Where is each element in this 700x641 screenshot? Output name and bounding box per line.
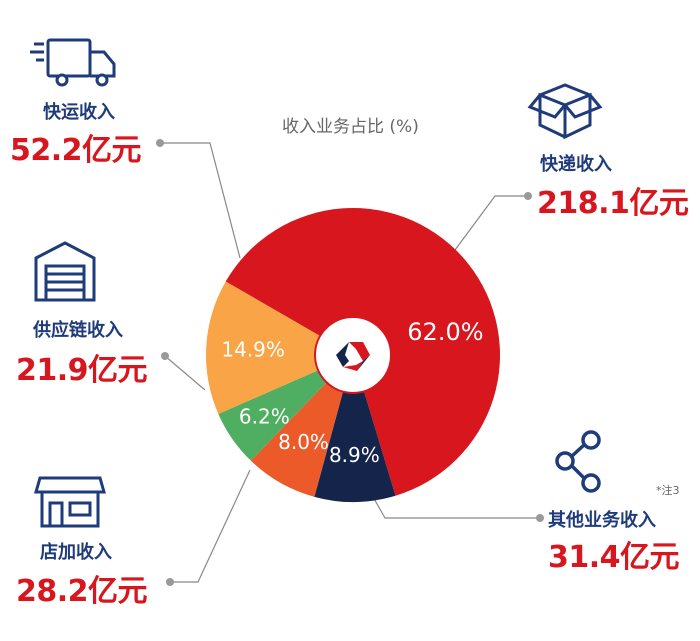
slice-label: 8.9% xyxy=(329,443,380,467)
logo-icon xyxy=(336,342,370,371)
amount-supply: 21.9亿元 xyxy=(16,353,148,388)
leader-line-kuaidi xyxy=(454,195,528,251)
leader-line-other xyxy=(371,494,540,519)
amount-dianjia: 28.2亿元 xyxy=(16,574,148,609)
box-icon xyxy=(527,83,603,140)
leader-dot xyxy=(156,139,164,147)
share-icon xyxy=(555,430,601,493)
leader-line-dianjia xyxy=(170,469,251,583)
pie-slice xyxy=(206,281,353,414)
leader-line-kuaiyun xyxy=(160,142,241,259)
pie-slice xyxy=(250,355,353,497)
label-kuaidi: 快递收入 xyxy=(540,154,612,175)
slice-label: 8.0% xyxy=(278,430,329,454)
amount-kuaidi: 218.1亿元 xyxy=(537,186,689,221)
pie-slice xyxy=(218,355,353,461)
label-kuaiyun: 快运收入 xyxy=(43,102,115,123)
footnote-marker: *注3 xyxy=(656,484,680,497)
slice-label: 6.2% xyxy=(239,405,290,429)
leader-dot xyxy=(536,514,544,522)
leader-dot xyxy=(524,192,532,200)
amount-kuaiyun: 52.2亿元 xyxy=(10,133,142,168)
pie-slice xyxy=(314,355,396,502)
slice-label: 14.9% xyxy=(221,337,285,361)
leader-dot xyxy=(161,352,169,360)
chart-title: 收入业务占比 (%) xyxy=(282,117,419,137)
leader-line-supply xyxy=(164,355,206,391)
truck-icon xyxy=(30,38,116,87)
label-supply: 供应链收入 xyxy=(33,320,123,341)
slice-label: 62.0% xyxy=(407,318,483,346)
warehouse-icon xyxy=(34,241,96,302)
label-dianjia: 店加收入 xyxy=(40,542,112,563)
leader-dot xyxy=(166,578,174,586)
store-icon xyxy=(34,476,106,528)
amount-other: 31.4亿元 xyxy=(548,540,680,575)
label-other: 其他业务收入 xyxy=(548,510,656,531)
center-hole xyxy=(314,316,392,394)
